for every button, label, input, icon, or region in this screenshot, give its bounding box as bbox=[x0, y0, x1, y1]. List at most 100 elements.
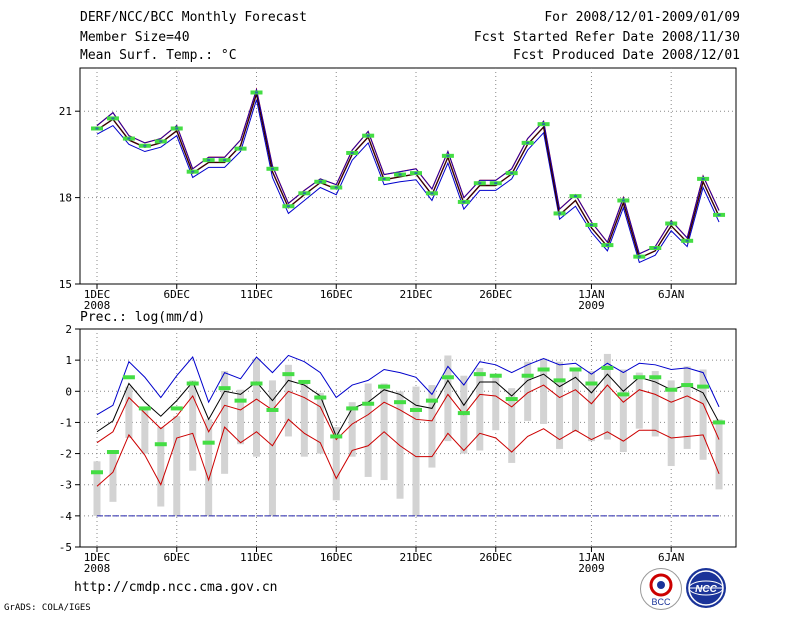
observation-marker bbox=[489, 373, 502, 378]
observation-center bbox=[111, 117, 115, 120]
observation-marker bbox=[601, 365, 614, 370]
spread-bar bbox=[508, 388, 516, 463]
observation-center bbox=[334, 186, 338, 189]
source-url[interactable]: http://cmdp.ncc.cma.gov.cn bbox=[74, 580, 278, 595]
observation-marker bbox=[202, 440, 215, 445]
observation-marker bbox=[441, 375, 454, 380]
observation-center bbox=[430, 192, 434, 195]
observation-center bbox=[637, 255, 641, 258]
observation-marker bbox=[585, 381, 598, 386]
observation-center bbox=[270, 167, 274, 170]
x-tick-year: 2009 bbox=[578, 299, 605, 312]
observation-center bbox=[669, 222, 673, 225]
x-tick-year: 2008 bbox=[84, 299, 111, 312]
observation-marker bbox=[633, 375, 646, 380]
observation-center bbox=[382, 177, 386, 180]
observation-center bbox=[127, 137, 131, 140]
observation-center bbox=[286, 205, 290, 208]
observation-marker bbox=[186, 381, 199, 386]
lower2-line bbox=[96, 418, 720, 487]
observation-marker bbox=[394, 400, 407, 405]
fcst-started-label: Fcst Started Refer Date 2008/11/30 bbox=[473, 30, 740, 45]
observation-marker bbox=[457, 411, 470, 416]
spread-bar bbox=[683, 366, 691, 449]
spread-bar bbox=[253, 358, 260, 457]
observation-center bbox=[350, 151, 354, 154]
observation-center bbox=[701, 177, 705, 180]
observation-marker bbox=[473, 372, 486, 377]
x-tick-label: 16DEC bbox=[320, 551, 353, 564]
observation-center bbox=[653, 247, 657, 249]
spread-bar bbox=[93, 461, 101, 516]
prec-title: Prec.: log(mm/d) bbox=[80, 310, 205, 325]
y-tick-label: 15 bbox=[59, 278, 72, 291]
observation-center bbox=[95, 127, 99, 130]
observation-center bbox=[685, 239, 689, 242]
observation-center bbox=[318, 180, 322, 183]
observation-marker bbox=[521, 373, 534, 378]
y-tick-label: -3 bbox=[59, 479, 72, 492]
spread-bar bbox=[284, 364, 292, 437]
observation-center bbox=[143, 144, 147, 147]
observation-center bbox=[302, 192, 306, 195]
spread-bar bbox=[635, 372, 643, 429]
observation-marker bbox=[410, 407, 422, 412]
observation-center bbox=[542, 123, 546, 126]
observation-marker bbox=[298, 379, 311, 384]
y-tick-label: -5 bbox=[59, 541, 72, 554]
observation-center bbox=[717, 213, 721, 216]
spread-bar bbox=[348, 402, 356, 457]
observation-center bbox=[589, 223, 593, 226]
member-size-label: Member Size=40 bbox=[80, 30, 190, 45]
spread-bar bbox=[157, 427, 165, 507]
x-tick-label: 21DEC bbox=[399, 551, 432, 564]
observation-center bbox=[239, 147, 243, 150]
x-tick-year: 2008 bbox=[84, 562, 111, 575]
spread-bar bbox=[619, 369, 627, 453]
observation-marker bbox=[346, 406, 359, 411]
spread-bar bbox=[332, 427, 340, 501]
fcst-produced-label: Fcst Produced Date 2008/12/01 bbox=[513, 48, 740, 63]
spread-bar bbox=[667, 380, 675, 467]
observation-center bbox=[255, 91, 258, 94]
mean-line bbox=[96, 373, 720, 438]
spread-bar bbox=[524, 361, 532, 421]
observation-marker bbox=[425, 398, 438, 403]
observation-marker bbox=[122, 375, 135, 380]
observation-center bbox=[366, 134, 370, 137]
upper-outline bbox=[96, 88, 720, 255]
observation-center bbox=[398, 173, 402, 176]
observation-marker bbox=[314, 395, 327, 400]
x-tick-label: 11DEC bbox=[240, 551, 273, 564]
y-tick-label: 0 bbox=[65, 385, 72, 398]
observation-center bbox=[175, 127, 179, 130]
observation-center bbox=[558, 212, 562, 215]
observation-marker bbox=[362, 401, 375, 406]
spread-bar bbox=[109, 450, 117, 502]
observation-marker bbox=[617, 392, 630, 397]
spread-bar bbox=[237, 389, 245, 445]
observation-center bbox=[510, 172, 514, 175]
observation-center bbox=[621, 199, 625, 202]
spread-bar bbox=[300, 380, 308, 457]
observation-center bbox=[159, 140, 163, 143]
spread-bar bbox=[268, 380, 276, 516]
spread-bar bbox=[715, 419, 723, 490]
observation-marker bbox=[713, 420, 726, 425]
observation-center bbox=[494, 182, 498, 185]
x-tick-label: 1JAN bbox=[578, 551, 605, 564]
bcc-logo: BCC bbox=[640, 568, 682, 610]
spread-bar bbox=[316, 392, 324, 454]
spread-bar bbox=[412, 386, 420, 516]
spread-bar bbox=[572, 371, 579, 432]
grads-credit: GrADS: COLA/IGES bbox=[4, 603, 91, 613]
x-tick-label: 26DEC bbox=[479, 551, 512, 564]
spread-bar bbox=[444, 355, 452, 442]
x-tick-label: 16DEC bbox=[320, 288, 353, 301]
spread-bar bbox=[651, 371, 659, 437]
x-tick-label: 1DEC bbox=[84, 551, 111, 564]
x-tick-label: 6JAN bbox=[658, 288, 685, 301]
spread-bar bbox=[540, 358, 548, 424]
x-tick-label: 21DEC bbox=[399, 288, 432, 301]
